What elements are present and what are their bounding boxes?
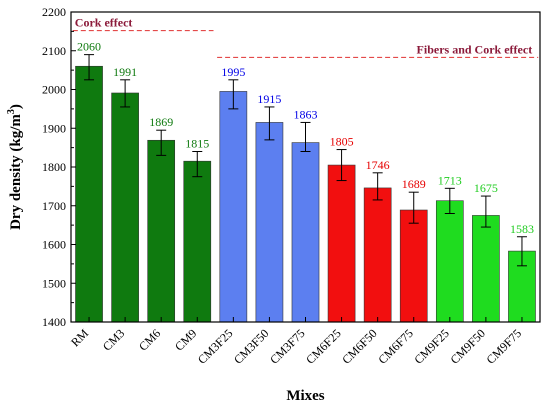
bar-RM: [75, 65, 103, 323]
value-label-CM3F50: 1915: [257, 92, 281, 106]
y-ticks: 1400 1500 1600 1700 1800 1900 2000 2100 2200: [42, 5, 76, 329]
value-label-CM3F75: 1863: [294, 107, 318, 121]
x-tick-label-CM3F50: CM3F50: [231, 326, 272, 367]
y-tick-label-1400: 1400: [42, 315, 66, 329]
annotations: Cork effect Fibers and Cork effect: [72, 16, 539, 58]
x-tick-label-CM6F75: CM6F75: [375, 326, 416, 367]
x-tick-label-CM6: CM6: [136, 326, 163, 353]
value-label-CM3F25: 1995: [221, 65, 245, 79]
x-tick-label-CM3F75: CM3F75: [267, 326, 308, 367]
x-tick-label-CM9F25: CM9F25: [411, 326, 452, 367]
y-axis-title: Dry density (kg/m3): [6, 104, 24, 230]
bar-CM3F50: [255, 122, 284, 323]
bar-CM3: [111, 92, 139, 323]
x-tick-label-CM9F50: CM9F50: [447, 326, 488, 367]
x-tick-label-CM6F25: CM6F25: [303, 326, 344, 367]
bar-CM3F75: [291, 142, 320, 323]
value-labels: 2060 1991 1869 1815 1995 1915 1863 1805 1746 1689…: [77, 40, 534, 236]
value-label-CM9F25: 1713: [438, 173, 462, 187]
y-axis-title-superscript: 3: [6, 109, 17, 114]
bars: [75, 65, 536, 323]
y-tick-label-1800: 1800: [42, 160, 66, 174]
value-label-RM: 2060: [77, 40, 101, 54]
bar-CM6F50: [363, 187, 392, 323]
y-tick-label-2100: 2100: [42, 44, 66, 58]
x-axis-title: Mixes: [286, 388, 324, 404]
bar-CM9: [183, 160, 212, 323]
y-tick-label-1500: 1500: [42, 276, 66, 290]
y-tick-label-1900: 1900: [42, 121, 66, 135]
value-label-CM9F50: 1675: [474, 181, 498, 195]
y-tick-label-1600: 1600: [42, 238, 66, 252]
bar-CM3F25: [219, 91, 248, 323]
bar-CM9F50: [472, 215, 500, 323]
y-tick-label-1700: 1700: [42, 199, 66, 213]
x-tick-label-CM6F50: CM6F50: [339, 326, 380, 367]
value-label-CM3: 1991: [113, 65, 137, 79]
bar-CM9F25: [435, 200, 464, 323]
value-label-CM6F50: 1746: [366, 158, 390, 172]
y-tick-label-2200: 2200: [42, 5, 66, 19]
annotation-label-1: Fibers and Cork effect: [417, 42, 533, 56]
bar-CM6F25: [327, 164, 356, 323]
bar-CM6F75: [399, 209, 428, 323]
x-tick-label-CM9F75: CM9F75: [484, 326, 525, 367]
value-label-CM9F75: 1583: [510, 222, 534, 236]
x-tick-label-CM9: CM9: [172, 326, 199, 353]
value-label-CM9: 1815: [185, 137, 209, 151]
y-axis-title-main: Dry density (kg/m: [8, 114, 24, 230]
bar-CM6: [147, 139, 176, 323]
x-ticks: RM CM3 CM6 CM9CM3F25CM3F50CM3F75CM6F25CM6F5…: [68, 317, 524, 367]
x-tick-label-RM: RM: [68, 326, 91, 349]
x-tick-label-CM3F25: CM3F25: [195, 326, 236, 367]
error-bars: [84, 54, 527, 267]
x-tick-label-CM3: CM3: [100, 326, 127, 353]
value-label-CM6F25: 1805: [330, 135, 354, 149]
y-axis-title-close: ): [8, 104, 24, 109]
annotation-label-0: Cork effect: [75, 16, 133, 30]
value-label-CM6F75: 1689: [402, 177, 426, 191]
y-tick-label-2000: 2000: [42, 83, 66, 97]
value-label-CM6: 1869: [149, 115, 173, 129]
